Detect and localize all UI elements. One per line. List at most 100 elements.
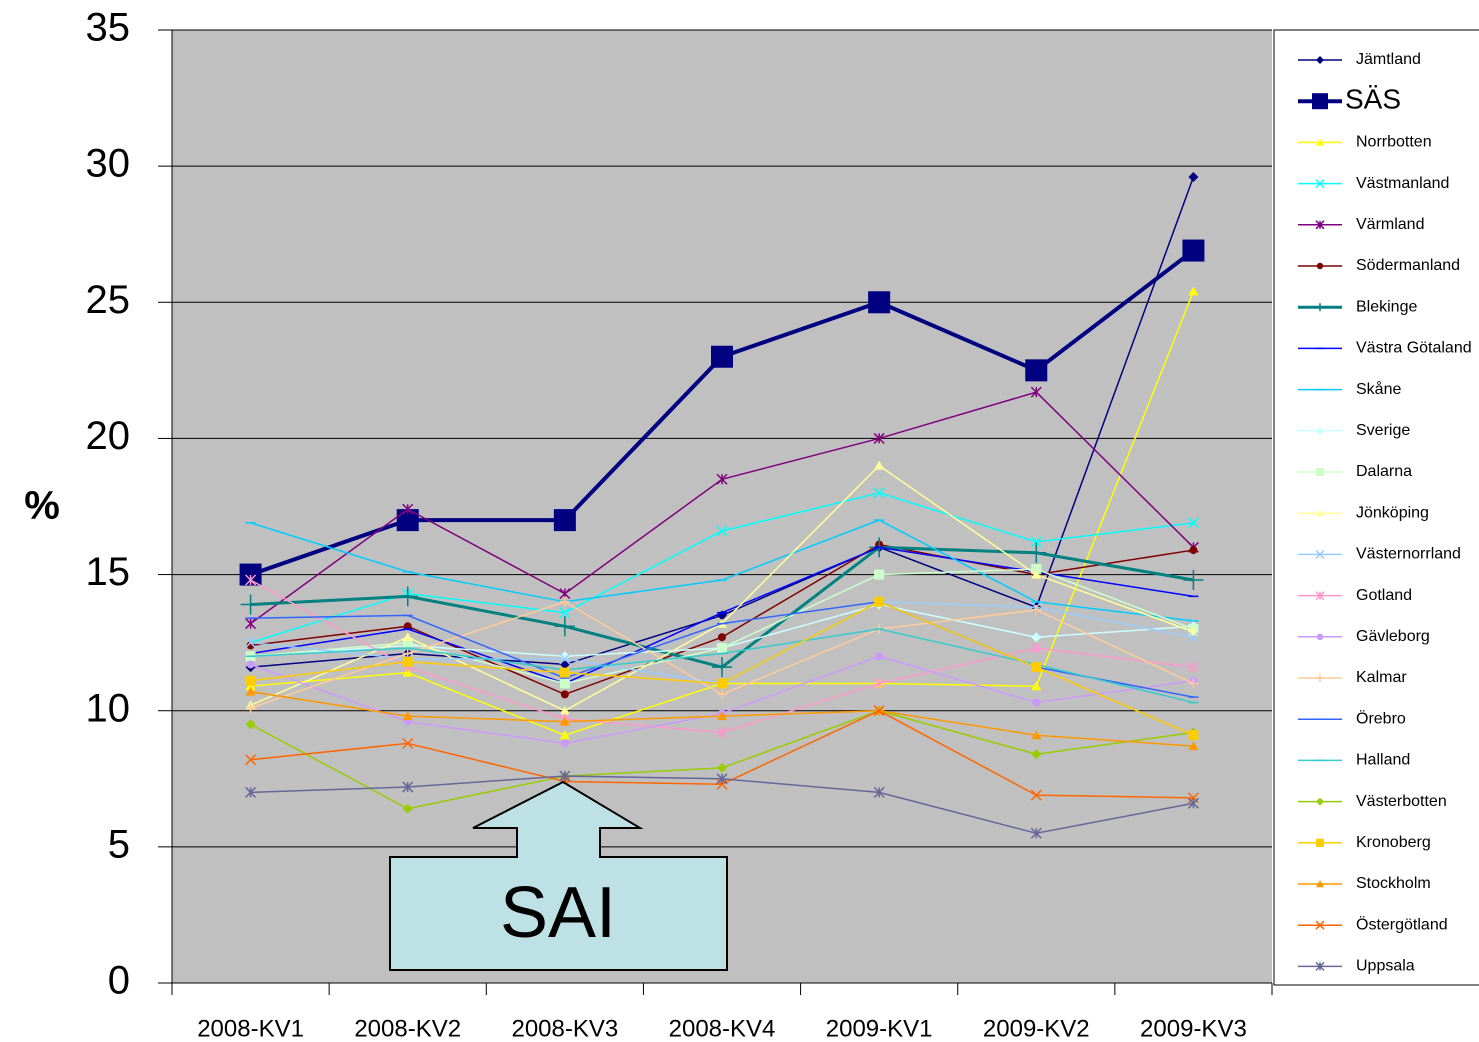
x-tick-label: 2008-KV2 <box>354 1015 461 1042</box>
marker <box>873 487 885 499</box>
marker <box>1316 426 1324 435</box>
marker <box>1315 549 1325 559</box>
series <box>245 596 1199 713</box>
marker <box>559 705 570 715</box>
marker <box>559 678 570 689</box>
marker <box>402 656 413 667</box>
marker <box>246 660 255 669</box>
marker <box>716 525 728 537</box>
marker <box>1031 604 1042 615</box>
x-tick-label: 2009-KV3 <box>1140 1015 1247 1042</box>
x-tick-label: 2008-KV4 <box>669 1015 776 1042</box>
annotation: SAI <box>500 873 616 953</box>
marker <box>718 633 726 642</box>
marker <box>1316 674 1324 682</box>
marker <box>873 705 885 717</box>
marker <box>559 653 571 665</box>
legend-label: Kronoberg <box>1356 834 1431 851</box>
marker <box>1025 359 1048 382</box>
marker <box>1316 303 1324 312</box>
marker <box>1032 698 1041 707</box>
marker <box>1031 749 1042 760</box>
y-tick-label: 5 <box>108 822 130 866</box>
y-tick-label: 30 <box>86 142 131 186</box>
marker <box>1031 681 1042 691</box>
marker <box>245 675 256 686</box>
marker <box>1315 961 1325 971</box>
marker <box>559 667 570 678</box>
marker <box>1316 633 1324 640</box>
marker <box>875 652 884 661</box>
y-tick-label: 10 <box>86 686 131 730</box>
marker <box>1316 509 1324 517</box>
plot-area <box>172 30 1272 983</box>
legend-label: Jämtland <box>1356 51 1421 68</box>
series <box>245 386 1199 630</box>
marker <box>1316 880 1324 888</box>
marker <box>717 711 727 721</box>
marker <box>873 677 885 690</box>
marker <box>1187 517 1199 529</box>
x-tick-label: 2008-KV3 <box>511 1015 618 1042</box>
marker <box>245 618 257 630</box>
marker <box>716 773 728 785</box>
marker <box>1183 570 1204 591</box>
marker <box>1182 239 1205 262</box>
legend-label: Skåne <box>1356 380 1401 398</box>
grid: 0 5 10 15 20 25 30 35 2008-KV1 2008-KV2 2008-KV3 20… <box>86 6 1273 1042</box>
marker <box>873 432 885 444</box>
marker <box>559 607 571 619</box>
marker <box>1031 730 1042 740</box>
marker <box>1030 386 1042 398</box>
marker <box>1031 632 1042 643</box>
marker <box>245 786 257 798</box>
marker <box>396 509 419 532</box>
marker <box>874 596 885 607</box>
marker <box>559 716 570 726</box>
marker <box>1030 642 1042 654</box>
legend-label: Kalmar <box>1356 669 1407 686</box>
y-tick-label: 35 <box>86 6 131 50</box>
marker <box>717 762 727 773</box>
legend-label: Västerbotten <box>1356 793 1447 810</box>
marker <box>245 637 257 649</box>
marker <box>402 637 413 648</box>
legend-label: Dalarna <box>1356 463 1412 480</box>
marker <box>402 737 414 749</box>
marker <box>1312 93 1328 110</box>
marker <box>553 509 576 532</box>
legend-label: Sverige <box>1356 422 1410 439</box>
marker <box>874 569 885 580</box>
marker <box>402 781 414 793</box>
marker <box>712 657 732 678</box>
marker <box>1187 792 1199 804</box>
marker <box>1315 591 1325 601</box>
x-tick-label: 2008-KV1 <box>197 1015 304 1042</box>
marker <box>874 460 885 470</box>
legend-label: Västra Götaland <box>1356 340 1472 357</box>
marker <box>873 786 885 798</box>
marker <box>559 730 570 740</box>
marker <box>716 778 728 790</box>
marker <box>1316 797 1324 806</box>
marker <box>1188 286 1199 296</box>
y-tick-label: 20 <box>86 414 131 458</box>
legend <box>1273 29 1479 986</box>
marker <box>716 726 728 739</box>
marker <box>402 711 413 721</box>
y-tick-label: 0 <box>108 959 130 1003</box>
marker <box>245 686 256 696</box>
marker <box>868 291 891 314</box>
annotation-arrow <box>389 780 728 971</box>
marker <box>1031 564 1042 575</box>
marker <box>1187 661 1199 673</box>
marker <box>711 345 733 368</box>
marker <box>1187 797 1199 809</box>
marker <box>402 632 413 642</box>
marker <box>239 563 262 586</box>
marker <box>1315 220 1325 230</box>
marker <box>1026 542 1047 563</box>
series <box>239 239 1205 586</box>
legend-label: Halland <box>1356 752 1410 769</box>
